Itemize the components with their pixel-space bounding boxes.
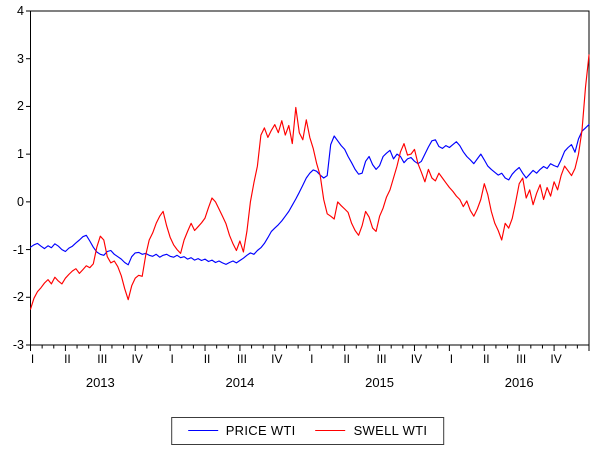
x-year-label: 2014 (225, 375, 255, 390)
y-tick-label: 2 (17, 99, 24, 114)
x-year-label: 2013 (85, 375, 115, 390)
y-tick-label: 4 (17, 4, 24, 18)
y-tick-label: 1 (17, 147, 24, 162)
x-quarter-label: II (64, 352, 71, 366)
series-line-swell-wti (29, 54, 590, 310)
series-line-price-wti (29, 124, 590, 266)
legend-line-price-wti (187, 430, 218, 431)
legend-line-swell-wti (315, 430, 346, 431)
x-quarter-label: III (516, 352, 527, 366)
legend-label-swell-wti: SWELL WTI (353, 423, 428, 438)
legend-item-swell-wti: SWELL WTI (315, 423, 428, 438)
x-quarter-label: I (449, 352, 454, 366)
x-quarter-label: IV (410, 352, 423, 366)
legend: PRICE WTI SWELL WTI (170, 417, 445, 445)
x-year-label: 2015 (365, 375, 395, 390)
x-quarter-label: III (376, 352, 387, 366)
x-quarter-label: I (170, 352, 174, 366)
y-tick-label: 3 (17, 51, 24, 66)
legend-label-price-wti: PRICE WTI (225, 423, 296, 438)
x-quarter-label: II (203, 352, 211, 366)
x-quarter-label: II (343, 352, 350, 366)
y-tick-label: -3 (12, 338, 24, 352)
y-tick-label: 0 (17, 194, 24, 209)
x-quarter-label: IV (271, 352, 283, 366)
x-quarter-label: III (236, 352, 247, 366)
legend-item-price-wti: PRICE WTI (187, 423, 296, 438)
x-quarter-label: I (30, 352, 35, 366)
x-quarter-label: IV (131, 352, 143, 366)
x-quarter-label: IV (550, 352, 562, 366)
y-tick-label: -1 (12, 242, 24, 257)
x-quarter-label: I (310, 352, 314, 366)
y-tick-label: -2 (12, 290, 24, 305)
x-year-label: 2016 (504, 375, 534, 390)
x-quarter-label: III (97, 352, 108, 366)
x-quarter-label: II (482, 352, 490, 366)
